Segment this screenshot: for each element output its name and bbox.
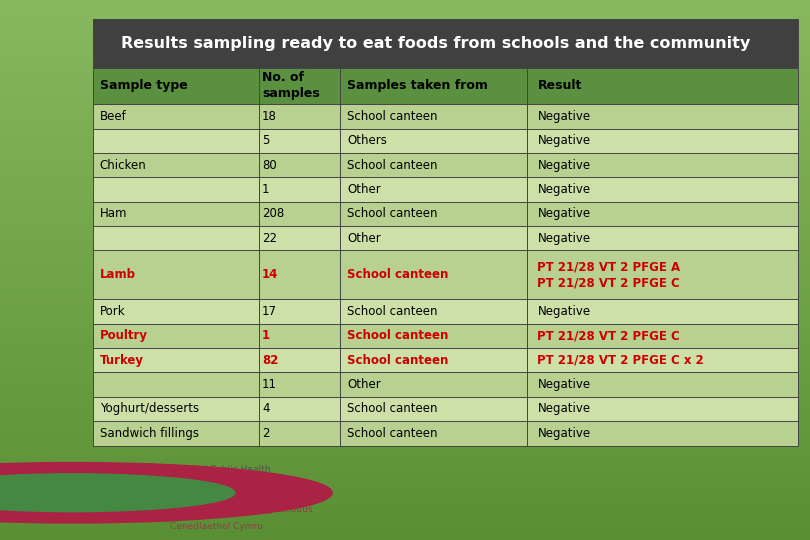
Circle shape xyxy=(0,474,235,512)
Text: Negative: Negative xyxy=(537,378,590,391)
Text: 22: 22 xyxy=(262,232,277,245)
Text: Negative: Negative xyxy=(537,207,590,220)
Text: Negative: Negative xyxy=(537,232,590,245)
Text: 11: 11 xyxy=(262,378,277,391)
Text: Sandwich fillings: Sandwich fillings xyxy=(100,427,198,440)
Text: Other: Other xyxy=(347,378,381,391)
Text: 1: 1 xyxy=(262,183,270,196)
Text: Negative: Negative xyxy=(537,110,590,123)
Text: Lamb: Lamb xyxy=(100,268,136,281)
Text: Other: Other xyxy=(347,232,381,245)
Wedge shape xyxy=(0,462,332,523)
Text: Negative: Negative xyxy=(537,183,590,196)
Text: Sample type: Sample type xyxy=(100,79,188,92)
Text: Pork: Pork xyxy=(100,305,126,318)
Text: School canteen: School canteen xyxy=(347,427,437,440)
Text: Cenedlaethol Cymru: Cenedlaethol Cymru xyxy=(170,522,263,531)
Text: Negative: Negative xyxy=(537,134,590,147)
Text: PT 21/28 VT 2 PFGE C x 2: PT 21/28 VT 2 PFGE C x 2 xyxy=(537,354,704,367)
Text: Results sampling ready to eat foods from schools and the community: Results sampling ready to eat foods from… xyxy=(122,36,751,51)
Text: 17: 17 xyxy=(262,305,277,318)
Text: School canteen: School canteen xyxy=(347,402,437,415)
Text: School canteen: School canteen xyxy=(347,305,437,318)
Text: School canteen: School canteen xyxy=(347,207,437,220)
Text: 2: 2 xyxy=(262,427,270,440)
Text: PT 21/28 VT 2 PFGE A
PT 21/28 VT 2 PFGE C: PT 21/28 VT 2 PFGE A PT 21/28 VT 2 PFGE … xyxy=(537,260,680,289)
Text: Service for Wales: Service for Wales xyxy=(170,483,249,492)
Text: Negative: Negative xyxy=(537,427,590,440)
Text: Other: Other xyxy=(347,183,381,196)
Text: Chicken: Chicken xyxy=(100,159,147,172)
Text: 5: 5 xyxy=(262,134,270,147)
Text: 80: 80 xyxy=(262,159,277,172)
Text: 14: 14 xyxy=(262,268,279,281)
Text: Samples taken from: Samples taken from xyxy=(347,79,488,92)
Text: School canteen: School canteen xyxy=(347,110,437,123)
Text: Negative: Negative xyxy=(537,305,590,318)
Text: Ham: Ham xyxy=(100,207,127,220)
Text: 208: 208 xyxy=(262,207,284,220)
Text: 1: 1 xyxy=(262,329,270,342)
Text: School canteen: School canteen xyxy=(347,159,437,172)
Text: Others: Others xyxy=(347,134,387,147)
Text: Poultry: Poultry xyxy=(100,329,147,342)
Text: Result: Result xyxy=(537,79,582,92)
Text: School canteen: School canteen xyxy=(347,268,449,281)
Text: 4: 4 xyxy=(262,402,270,415)
Text: Turkey: Turkey xyxy=(100,354,143,367)
Text: PT 21/28 VT 2 PFGE C: PT 21/28 VT 2 PFGE C xyxy=(537,329,680,342)
Text: Beef: Beef xyxy=(100,110,126,123)
Text: Gwasanaeth Iechyd Cyhoeddus: Gwasanaeth Iechyd Cyhoeddus xyxy=(170,505,313,514)
Text: Negative: Negative xyxy=(537,402,590,415)
Text: No. of
samples: No. of samples xyxy=(262,71,320,100)
Text: Negative: Negative xyxy=(537,159,590,172)
Text: School canteen: School canteen xyxy=(347,354,449,367)
Text: School canteen: School canteen xyxy=(347,329,449,342)
Text: 18: 18 xyxy=(262,110,277,123)
Text: Yoghurt/desserts: Yoghurt/desserts xyxy=(100,402,199,415)
Text: National Public Health: National Public Health xyxy=(170,464,271,474)
Text: 82: 82 xyxy=(262,354,279,367)
